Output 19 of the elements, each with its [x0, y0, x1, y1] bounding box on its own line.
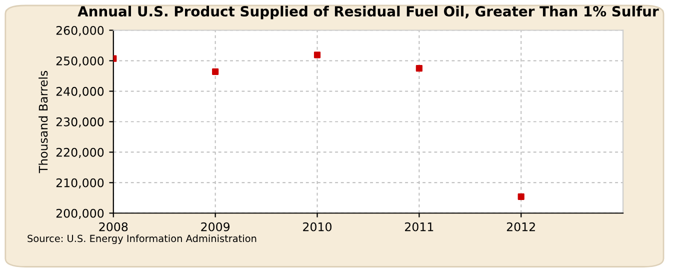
y-tick-label: 240,000: [56, 86, 104, 98]
point: [518, 193, 524, 200]
chart-title: Annual U.S. Product Supplied of Residual Fuel Oil, Greater Than 1% Sulfur: [78, 6, 659, 20]
y-axis-title: Thousand Barrels: [38, 70, 48, 174]
point: [212, 68, 219, 75]
y-tick-label: 210,000: [56, 178, 104, 189]
y-tick-label: 200,000: [56, 208, 104, 219]
y-tick-label: 260,000: [56, 26, 104, 36]
point: [416, 65, 422, 72]
x-tick-label: 2011: [405, 222, 434, 232]
point: [314, 52, 321, 58]
y-tick-label: 230,000: [56, 117, 104, 128]
y-tick-label: 220,000: [56, 148, 104, 158]
x-tick-label: 2008: [99, 222, 128, 232]
x-tick-label: 2009: [201, 222, 230, 232]
source-note: Source: U.S. Energy Information Administration: [28, 234, 256, 244]
y-tick-label: 250,000: [56, 56, 104, 67]
x-tick-label: 2010: [303, 222, 332, 232]
x-tick-label: 2012: [506, 222, 535, 232]
